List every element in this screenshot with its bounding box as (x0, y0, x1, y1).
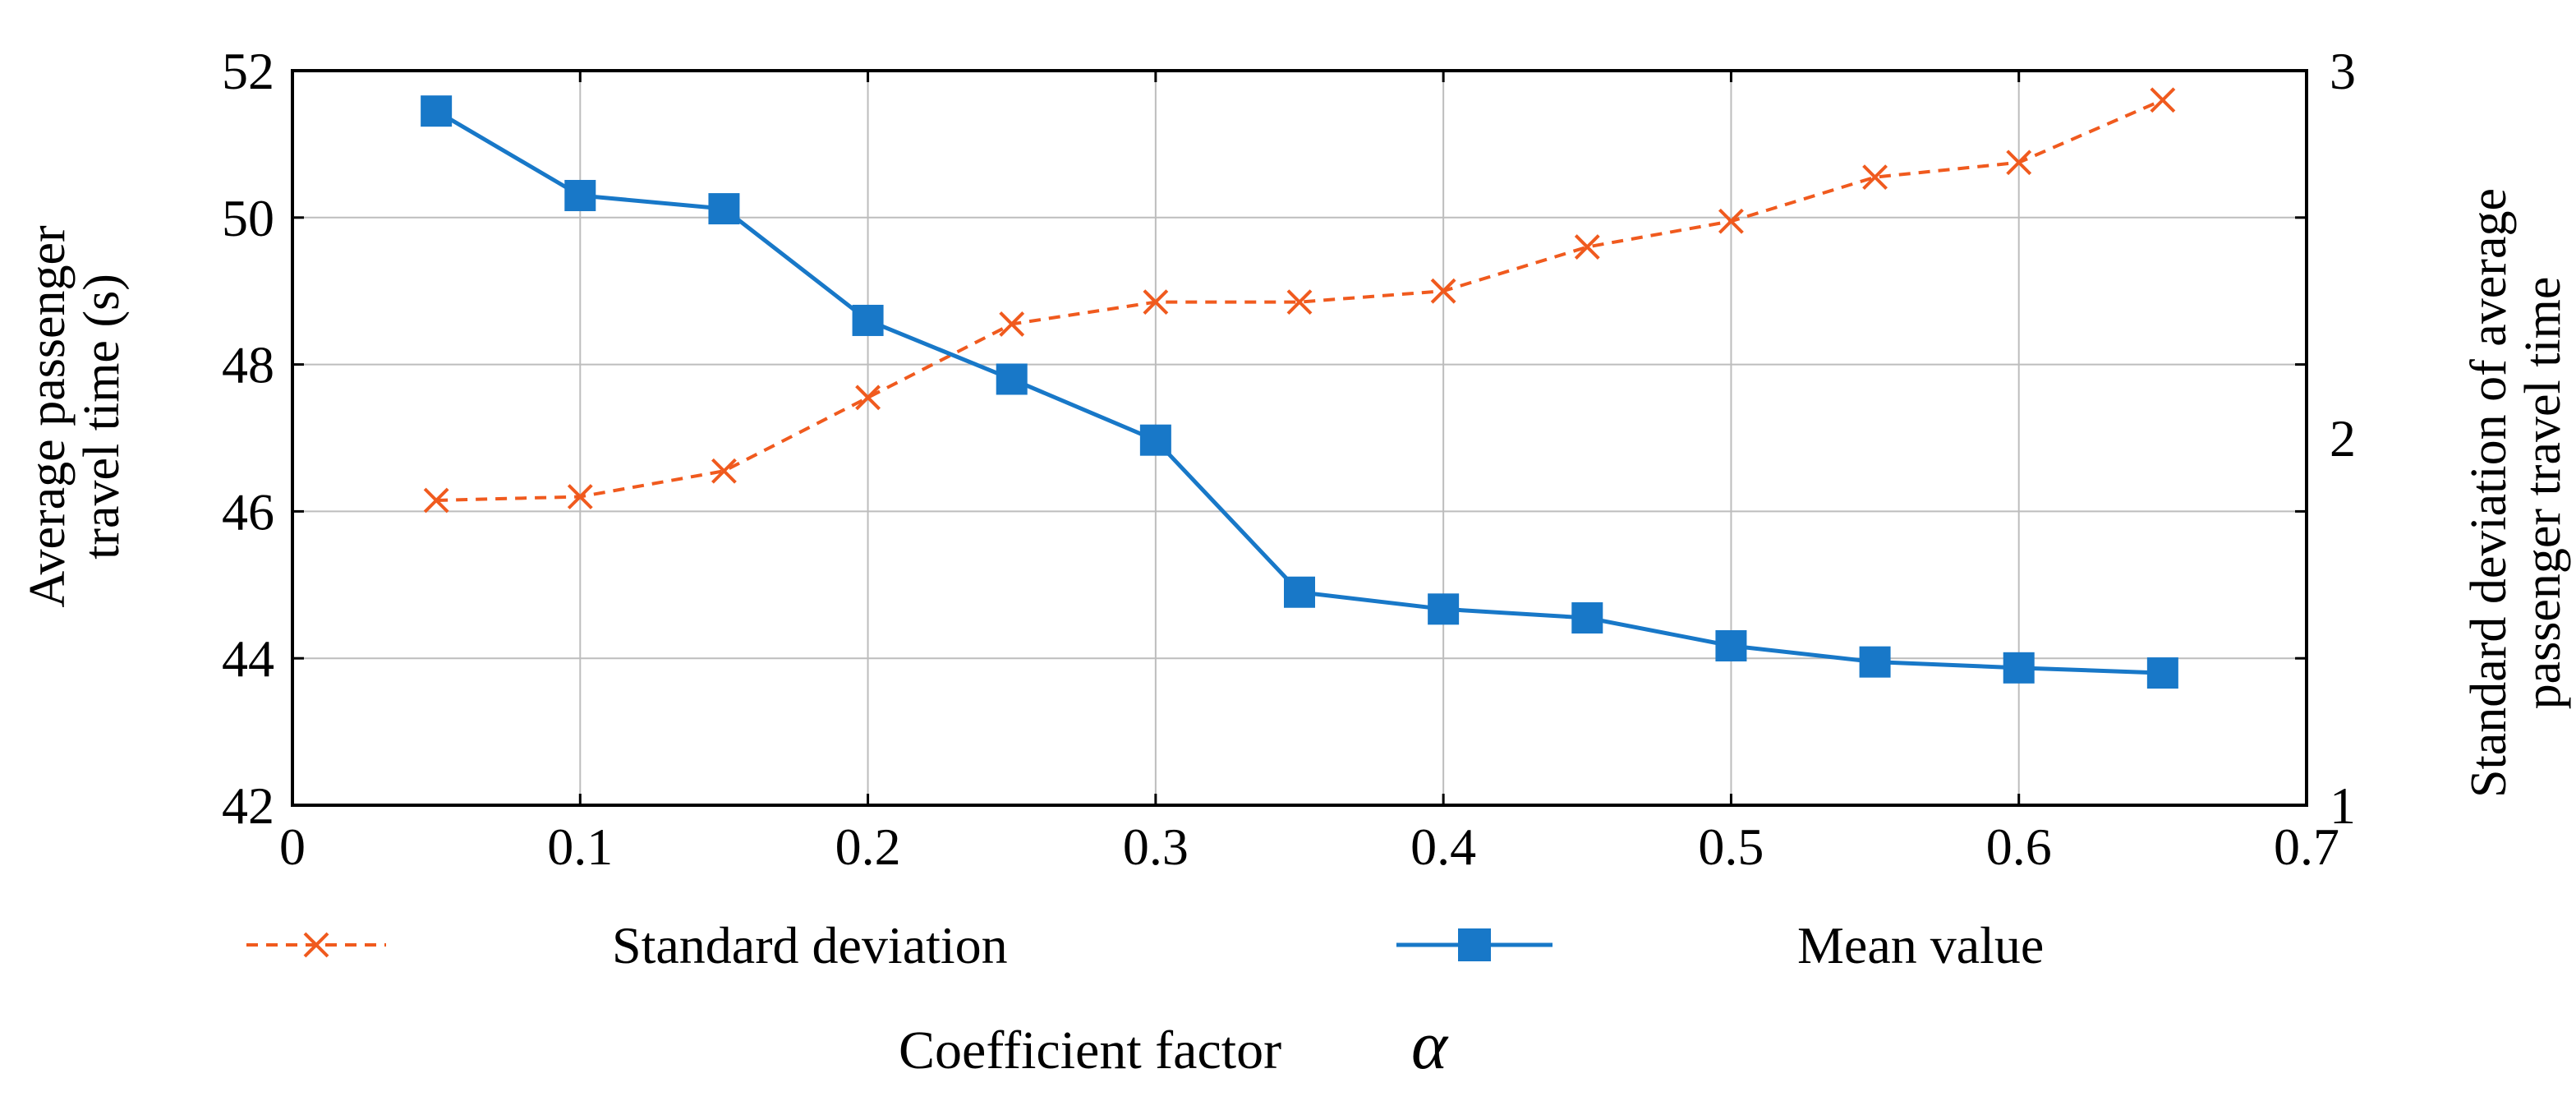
data-point-mean-value (1859, 646, 1891, 678)
x-tick-label: 0.6 (1986, 818, 2052, 876)
data-point-standard-deviation (423, 487, 449, 514)
x-tick-label: 0.2 (835, 818, 901, 876)
data-point-standard-deviation (855, 385, 881, 411)
data-point-standard-deviation (1143, 289, 1169, 316)
data-point-mean-value (564, 179, 596, 211)
x-tick-label: 0.7 (2274, 818, 2339, 876)
x-tick-label: 0.5 (1698, 818, 1764, 876)
data-point-mean-value (2003, 652, 2035, 684)
series-standard-deviation (423, 87, 2176, 514)
legend-label-mean-value: Mean value (1797, 916, 2044, 974)
y-axis-title-line-1: Average passenger (20, 225, 76, 608)
data-point-mean-value (1284, 576, 1315, 608)
series-mean-value (421, 95, 2178, 689)
legend-swatch-standard-deviation-marker (303, 932, 329, 958)
data-point-standard-deviation (567, 484, 593, 509)
x-tick-label: 0.1 (547, 818, 613, 876)
data-point-standard-deviation (999, 311, 1025, 337)
data-point-standard-deviation (2150, 87, 2176, 113)
data-point-standard-deviation (711, 458, 737, 484)
x-tick-label: 0 (279, 818, 306, 876)
data-point-standard-deviation (1862, 164, 1888, 191)
y-tick-label: 52 (222, 42, 274, 100)
plot-series (421, 87, 2178, 689)
y-tick-label: 44 (222, 629, 274, 688)
y2-axis-title: Standard deviation of average passenger … (2461, 188, 2571, 798)
data-point-standard-deviation (1718, 208, 1744, 234)
y-axis-title-line-2: travel time (s) (74, 274, 130, 560)
y2-axis-title-line-1: Standard deviation of average (2461, 188, 2517, 798)
x-axis-title-symbol: α (1411, 1007, 1449, 1084)
legend-label-standard-deviation: Standard deviation (612, 916, 1008, 974)
x-tick-label: 0.3 (1123, 818, 1189, 876)
data-point-mean-value (1715, 630, 1747, 662)
data-point-standard-deviation (2006, 150, 2032, 176)
data-point-standard-deviation (1430, 278, 1456, 304)
grid-lines (292, 71, 2307, 805)
y-tick-label: 42 (222, 776, 274, 835)
x-tick-label: 0.4 (1410, 818, 1476, 876)
y-tick-label: 46 (222, 482, 274, 541)
legend-item-standard-deviation: Standard deviation (246, 916, 1008, 974)
plot-frame (291, 69, 2308, 807)
axis-ticks: 0 0.1 0.2 0.3 0.4 0.5 0.6 0.7 42 44 46 48 50 52 1 2 3 (222, 42, 2356, 876)
legend-swatch-mean-value-marker (1458, 928, 1491, 961)
data-point-mean-value (2146, 657, 2178, 689)
y-axis-title: Average passenger travel time (s) (20, 225, 130, 608)
data-point-mean-value (708, 193, 740, 225)
data-point-mean-value (996, 363, 1028, 395)
legend-item-mean-value: Mean value (1396, 916, 2044, 974)
data-point-standard-deviation (1574, 234, 1600, 260)
x-axis-title-text: Coefficient factor (899, 1020, 1281, 1080)
data-point-mean-value (1571, 602, 1603, 634)
y2-tick-label: 2 (2330, 409, 2356, 468)
x-axis-title: Coefficient factor α (899, 1007, 1449, 1084)
data-point-standard-deviation (1286, 289, 1313, 316)
data-point-mean-value (1428, 593, 1460, 625)
data-point-mean-value (852, 304, 884, 336)
y2-tick-label: 3 (2330, 42, 2356, 100)
data-point-mean-value (1139, 424, 1171, 456)
y2-tick-label: 1 (2330, 776, 2356, 835)
data-point-mean-value (421, 95, 453, 127)
y-tick-label: 50 (222, 189, 274, 247)
y2-axis-title-line-2: passenger travel time (2515, 277, 2571, 710)
legend: Standard deviation Mean value (246, 916, 2044, 974)
y-tick-label: 48 (222, 336, 274, 394)
